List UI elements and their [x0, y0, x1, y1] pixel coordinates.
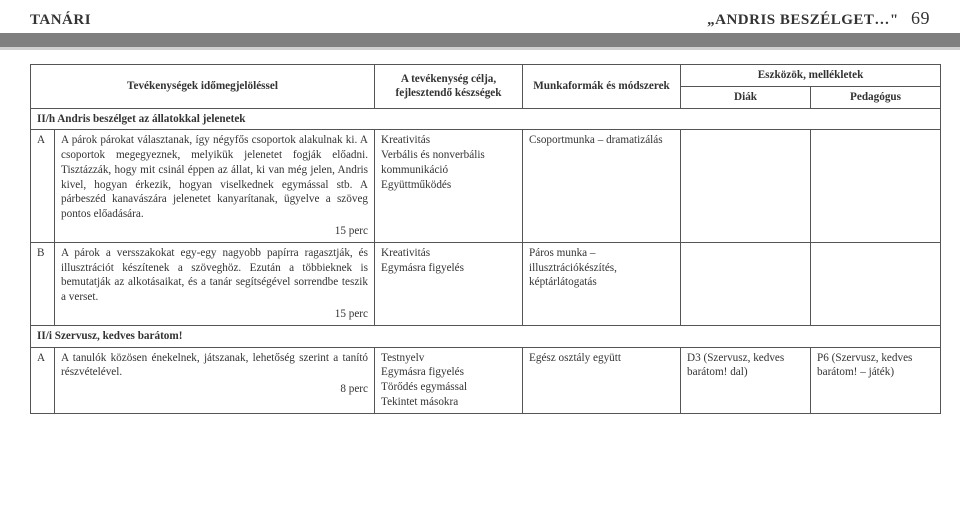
- row-desc: A tanulók közösen énekelnek, játszanak, …: [55, 347, 375, 413]
- table-header-row: Tevékenységek időmegjelöléssel A tevéken…: [31, 65, 941, 87]
- row-desc: A párok a versszakokat egy-egy nagyobb p…: [55, 242, 375, 325]
- table-row: B A párok a versszakokat egy-egy nagyobb…: [31, 242, 941, 325]
- row-letter: A: [31, 130, 55, 242]
- col-pedagogus: Pedagógus: [811, 86, 941, 108]
- header-right: „ANDRIS BESZÉLGET…" 69: [707, 8, 930, 29]
- row-goal: Kreativitás Verbális és nonverbális komm…: [375, 130, 523, 242]
- row-desc-text: A párok párokat választanak, így négyfős…: [61, 134, 368, 220]
- row-peda: P6 (Szervusz, kedves barátom! – játék): [811, 347, 941, 413]
- row-goal: Kreativitás Egymásra figyelés: [375, 242, 523, 325]
- header-left: TANÁRI: [30, 12, 91, 29]
- col-eszkozok: Eszközök, mellékletek: [681, 65, 941, 87]
- section-i-header: II/i Szervusz, kedves barátom!: [31, 325, 941, 347]
- row-desc: A párok párokat választanak, így négyfős…: [55, 130, 375, 242]
- row-letter: A: [31, 347, 55, 413]
- row-timing: 15 perc: [61, 224, 368, 239]
- row-diak: [681, 130, 811, 242]
- row-goal: Testnyelv Egymásra figyelés Törődés egym…: [375, 347, 523, 413]
- col-cel: A tevékenység célja, fejlesztendő készsé…: [375, 65, 523, 109]
- row-letter: B: [31, 242, 55, 325]
- section-i-title: II/i Szervusz, kedves barátom!: [31, 325, 941, 347]
- row-form: Egész osztály együtt: [523, 347, 681, 413]
- page-number: 69: [911, 8, 930, 28]
- row-desc-text: A párok a versszakokat egy-egy nagyobb p…: [61, 247, 368, 303]
- row-desc-text: A tanulók közösen énekelnek, játszanak, …: [61, 352, 368, 379]
- content-area: Tevékenységek időmegjelöléssel A tevéken…: [0, 64, 960, 414]
- section-h-header: II/h Andris beszélget az állatokkal jele…: [31, 108, 941, 130]
- row-timing: 8 perc: [61, 382, 368, 397]
- row-form: Csoportmunka – dramatizálás: [523, 130, 681, 242]
- col-diak: Diák: [681, 86, 811, 108]
- page-header: TANÁRI „ANDRIS BESZÉLGET…" 69: [0, 0, 960, 33]
- header-rule-light: [0, 47, 960, 50]
- col-munkaforma: Munkaformák és módszerek: [523, 65, 681, 109]
- table-row: A A tanulók közösen énekelnek, játszanak…: [31, 347, 941, 413]
- header-rule-dark: [0, 33, 960, 47]
- header-title: „ANDRIS BESZÉLGET…": [707, 12, 899, 28]
- row-peda: [811, 242, 941, 325]
- row-peda: [811, 130, 941, 242]
- activity-table: Tevékenységek időmegjelöléssel A tevéken…: [30, 64, 941, 414]
- col-tevekenyseg: Tevékenységek időmegjelöléssel: [31, 65, 375, 109]
- row-form: Páros munka – illusztrációkészítés, képt…: [523, 242, 681, 325]
- table-row: A A párok párokat választanak, így négyf…: [31, 130, 941, 242]
- section-h-title: II/h Andris beszélget az állatokkal jele…: [31, 108, 941, 130]
- row-diak: D3 (Szervusz, kedves barátom! dal): [681, 347, 811, 413]
- row-diak: [681, 242, 811, 325]
- row-timing: 15 perc: [61, 307, 368, 322]
